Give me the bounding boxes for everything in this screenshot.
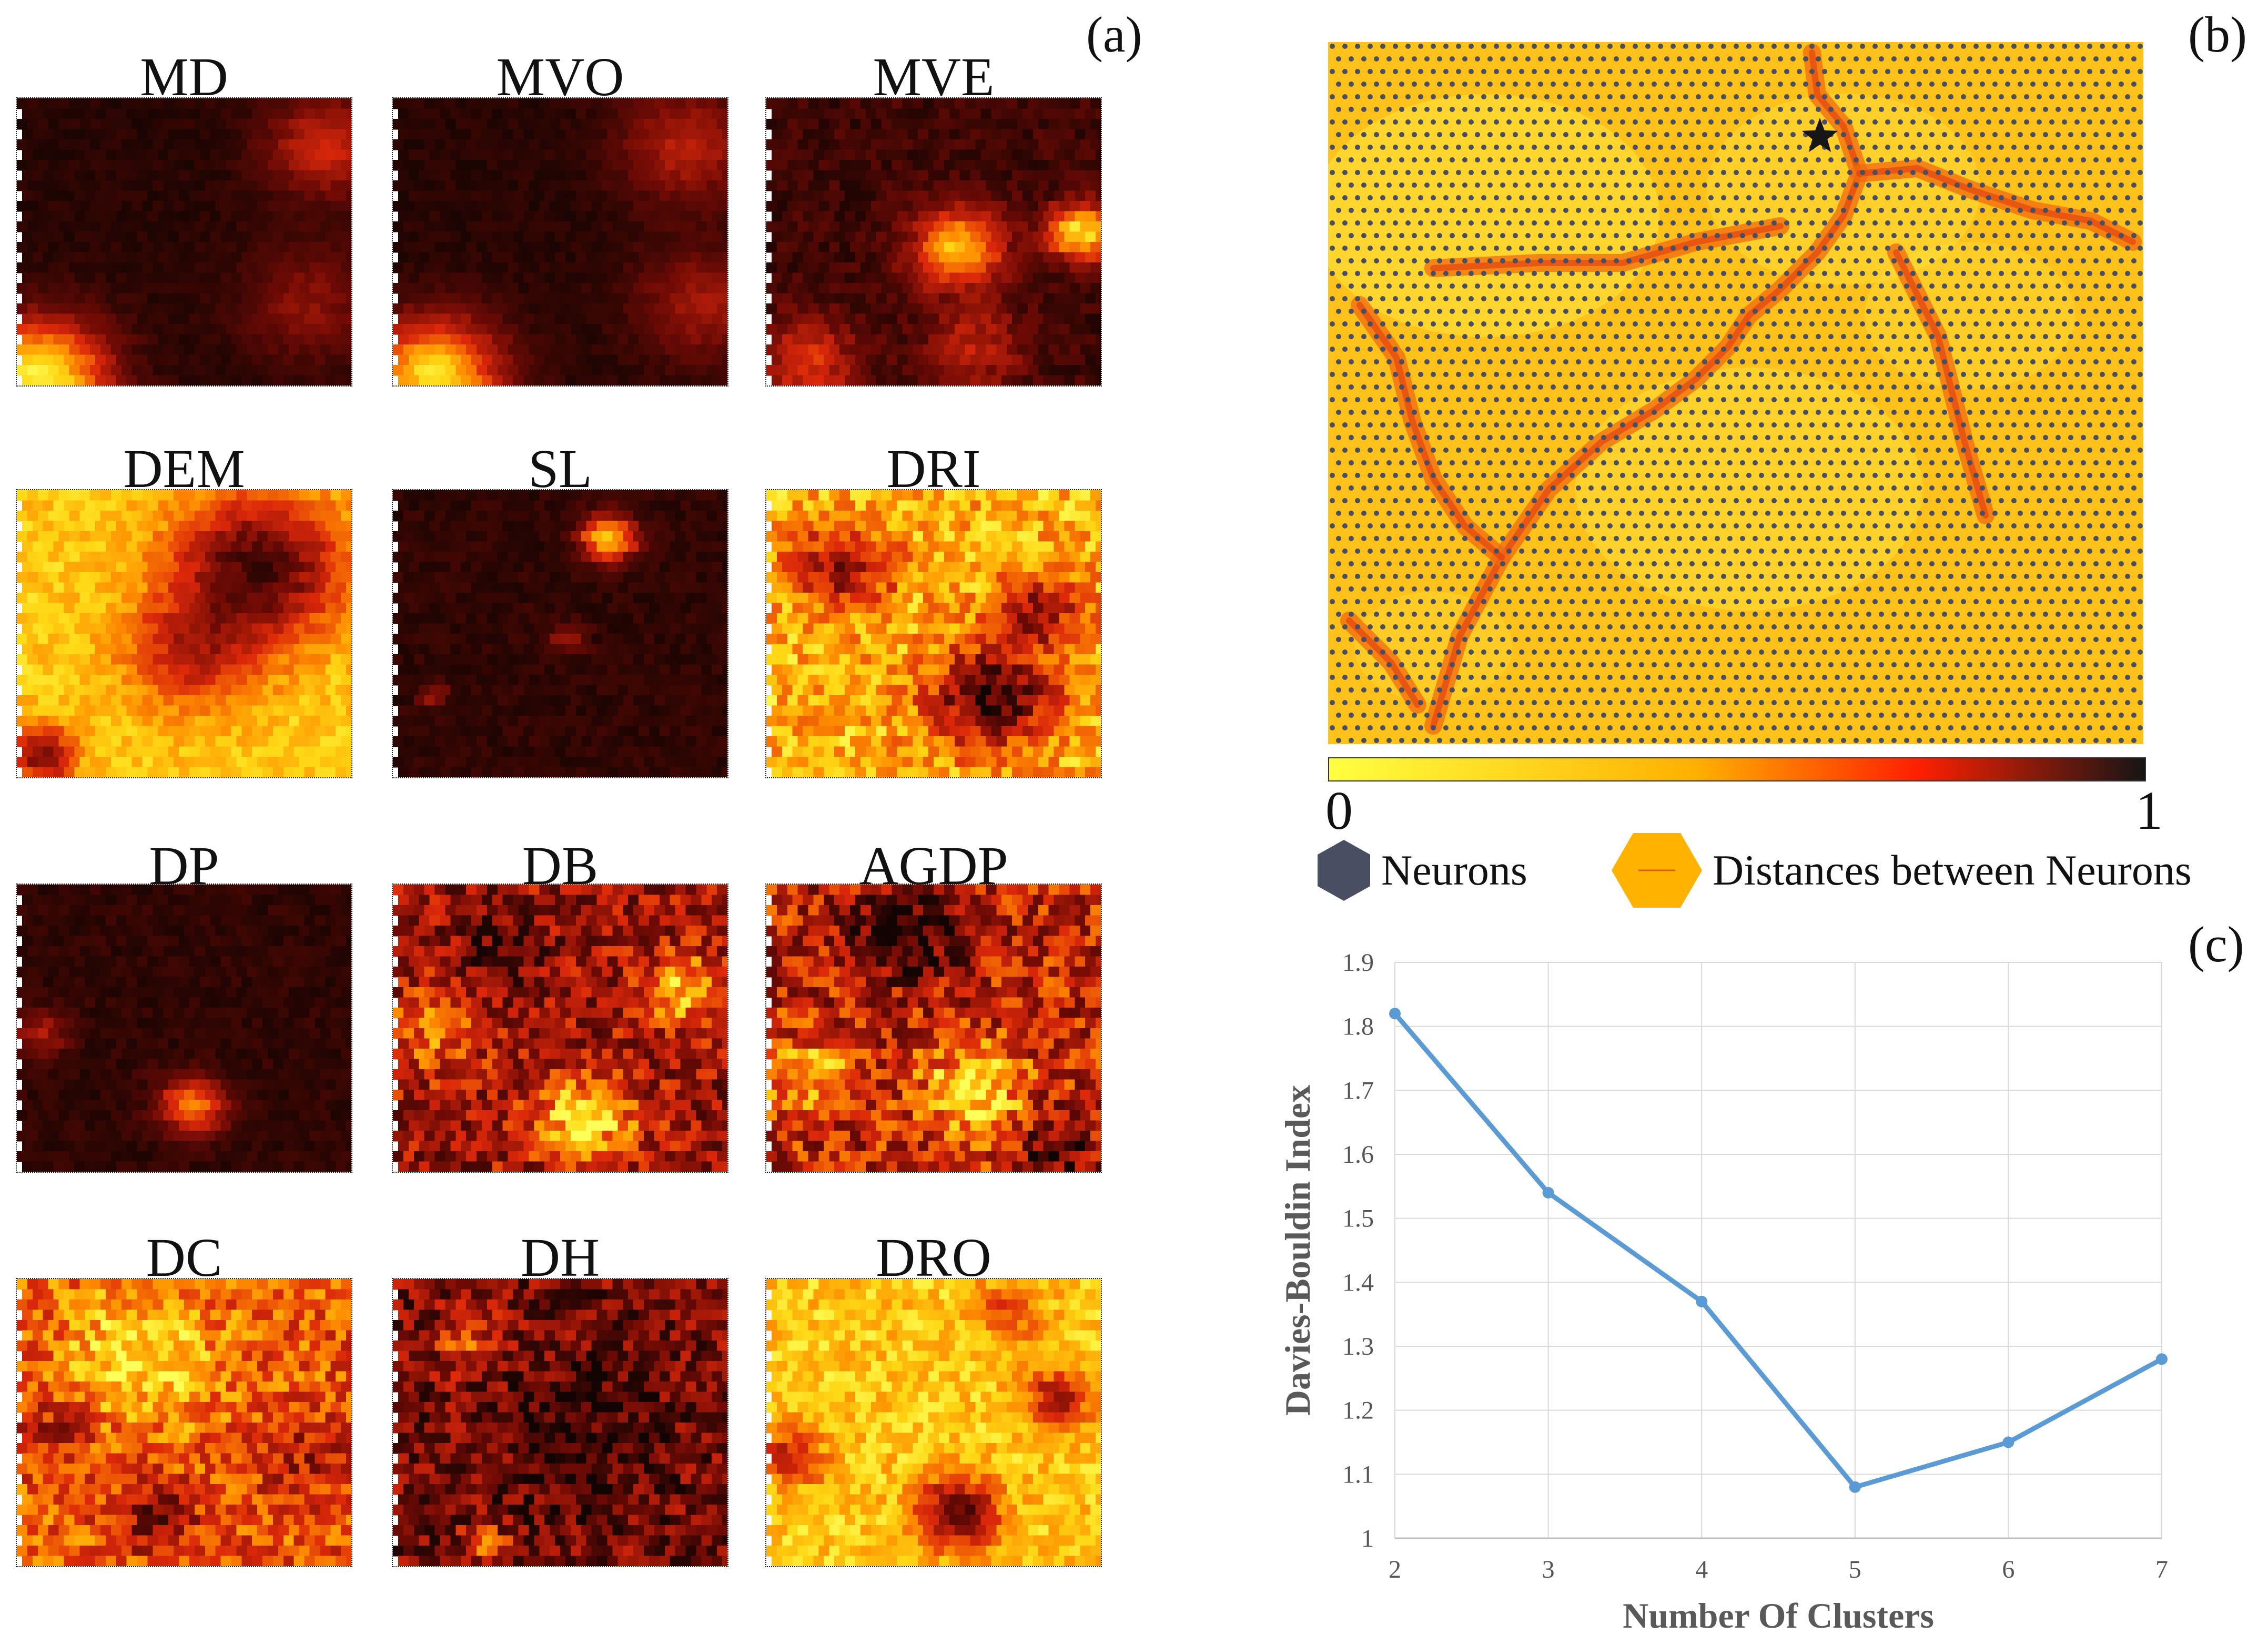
x-tick-label: 3: [1542, 1556, 1555, 1583]
x-axis-title: Number Of Clusters: [1623, 1596, 1934, 1636]
y-tick-label: 1.7: [1342, 1077, 1374, 1104]
x-tick-label: 7: [2155, 1556, 2168, 1583]
dbi-series-line: [1393, 1012, 2163, 1490]
x-tick-label: 5: [1849, 1556, 1861, 1583]
component-plane-dh: [392, 1278, 728, 1567]
legend-neurons-label: Neurons: [1381, 846, 1527, 894]
y-axis-title: Davies-Bouldin Index: [1278, 1085, 1318, 1416]
y-tick-label: 1.8: [1342, 1013, 1374, 1041]
legend-neurons: Neurons: [1315, 839, 1527, 902]
x-tick-label: 4: [1695, 1556, 1708, 1583]
component-plane-db: [392, 884, 728, 1173]
u-matrix-canvas: [1312, 42, 2143, 744]
y-tick-label: 1.4: [1342, 1268, 1374, 1296]
plane-title-mve: MVE: [873, 47, 995, 107]
dbi-data-point: [2156, 1353, 2168, 1365]
plane-title-dh: DH: [520, 1227, 600, 1288]
davies-bouldin-chart: 1 1.1 1.2 1.3 1.4 1.5 1.6 1.7 1.8 1.9 2 3 4 5 6 7 Number…: [1278, 949, 2168, 1636]
legend-distances-label: Distances between Neurons: [1713, 846, 2192, 894]
plane-title-dc: DC: [146, 1227, 222, 1288]
component-plane-agdp: [765, 884, 1102, 1173]
x-tick-label: 2: [1389, 1556, 1401, 1583]
component-plane-md: [16, 97, 352, 387]
panel-label-b: (b): [2188, 6, 2247, 63]
plane-title-dem: DEM: [123, 439, 245, 499]
plane-title-dri: DRI: [886, 439, 981, 499]
component-plane-dem: [16, 489, 352, 778]
x-tick-label: 6: [2002, 1556, 2014, 1583]
legend-distances: Distances between Neurons: [1609, 831, 2192, 910]
neuron-hexagon-icon: [1318, 840, 1370, 901]
colorbar-min-label: 0: [1325, 780, 1353, 841]
plane-title-md: MD: [140, 47, 228, 107]
y-tick-label: 1.3: [1342, 1333, 1374, 1360]
y-tick-label: 1.1: [1342, 1460, 1374, 1488]
dbi-data-point: [1389, 1008, 1401, 1020]
y-tick-label: 1.2: [1342, 1397, 1374, 1425]
panel-label-a: (a): [1086, 6, 1142, 63]
component-plane-dro: [765, 1278, 1102, 1567]
max-distance-star-icon: [1801, 118, 1838, 153]
component-plane-dp: [16, 884, 352, 1173]
component-plane-mvo: [392, 97, 728, 387]
dbi-data-point: [1849, 1481, 1861, 1493]
plane-title-sl: SL: [528, 439, 592, 499]
component-plane-sl: [392, 489, 728, 778]
y-tick-label: 1.6: [1342, 1141, 1374, 1169]
y-tick-label: 1.5: [1342, 1205, 1374, 1233]
dbi-data-point: [1696, 1295, 1708, 1307]
component-plane-mve: [765, 97, 1102, 387]
dbi-data-point: [1542, 1187, 1554, 1199]
component-plane-dc: [16, 1278, 352, 1567]
plane-title-dro: DRO: [876, 1227, 991, 1288]
u-matrix: [1312, 42, 2143, 744]
y-tick-label: 1.9: [1342, 949, 1374, 977]
colorbar-max-label: 1: [2135, 780, 2163, 841]
y-tick-label: 1: [1361, 1525, 1374, 1552]
plane-title-mvo: MVO: [496, 47, 624, 107]
distance-hexagon-icon: [1612, 833, 1702, 908]
panel-label-c: (c): [2188, 916, 2244, 972]
dbi-data-point: [2002, 1436, 2014, 1448]
colorbar: [1328, 757, 2146, 781]
component-plane-dri: [765, 489, 1102, 778]
